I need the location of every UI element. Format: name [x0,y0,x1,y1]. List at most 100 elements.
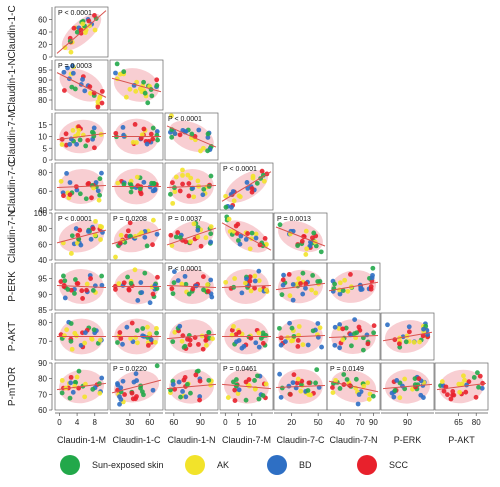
data-point [173,174,179,180]
panel [326,312,381,361]
data-point [345,288,351,294]
data-point [208,239,214,245]
data-point [231,198,237,204]
panel-frame [434,362,489,411]
panel [164,112,219,161]
data-point [231,324,236,329]
data-point [439,379,445,385]
data-point [300,291,306,297]
data-point [355,401,361,407]
trend-line [221,383,272,390]
panel-frame [326,362,381,411]
data-point [62,333,67,339]
x-tick-label: 4 [75,418,80,427]
data-point [144,243,150,249]
y-tick-label: 80 [38,225,47,234]
y-tick-label: 40 [38,28,47,37]
trend-line [166,184,217,189]
y-tick-label: 70 [38,390,47,399]
data-point [128,182,134,188]
data-point [258,335,264,341]
panel [164,212,219,261]
data-point [92,145,97,151]
y-tick-label: 60 [38,187,47,196]
data-point [180,167,185,173]
data-point [471,375,477,380]
panel-frame [219,212,274,261]
data-point [155,137,161,143]
data-point [145,342,151,348]
data-point [133,335,139,340]
data-point [340,326,346,332]
panel-frame [164,162,219,211]
data-point [396,341,402,347]
data-point [82,394,88,400]
column-label: Claudin-1-C [112,435,161,445]
data-point [116,281,122,287]
data-point [151,217,156,223]
data-point [134,328,140,333]
data-point [189,131,195,137]
data-point [59,390,65,396]
panel-frame [109,162,164,211]
data-point [182,273,188,279]
data-point [154,129,160,134]
data-point [459,381,465,387]
legend-item-scc: SCC [357,452,408,478]
data-point [96,197,102,203]
data-point [371,323,377,329]
data-point [256,268,262,274]
data-point [252,378,257,383]
data-point [128,233,133,239]
data-point [85,229,91,234]
panel [380,312,435,361]
data-point [152,339,158,345]
x-tick-label: 80 [472,418,481,427]
data-point [464,382,469,388]
data-point [149,180,155,186]
data-point [83,330,88,336]
row-label: P-AKT [7,322,18,351]
panel-frame [380,312,435,361]
data-point [248,288,254,294]
data-point [86,18,92,24]
data-point [180,181,185,187]
panel-frame [273,212,328,261]
data-point [139,132,145,138]
p-value-annotation: P < 0.0001 [58,216,92,223]
data-point [462,377,467,383]
data-point [114,61,120,67]
data-point [193,372,199,378]
data-point [205,135,211,140]
data-point [69,84,75,90]
data-point [300,270,306,276]
y-tick-label: 60 [38,16,47,25]
panel [273,312,328,361]
data-point [305,342,311,348]
data-point [391,394,397,400]
trend-line [328,281,379,292]
data-point [188,175,194,181]
data-point [479,385,485,391]
data-point [349,343,354,349]
data-point [183,394,189,400]
data-point [152,187,158,193]
data-point [245,185,251,191]
data-point [195,234,201,240]
data-point [366,396,372,402]
data-point [341,372,347,377]
data-point [180,172,185,178]
data-point [172,131,178,137]
data-point [365,380,371,386]
data-point [200,274,206,280]
trend-line [56,229,107,244]
data-point [466,379,472,385]
data-point [262,235,268,241]
data-point [137,186,143,192]
data-point [133,88,139,94]
data-point [359,286,365,292]
panel [109,112,164,161]
trend-line [275,334,326,339]
data-point [75,232,81,238]
